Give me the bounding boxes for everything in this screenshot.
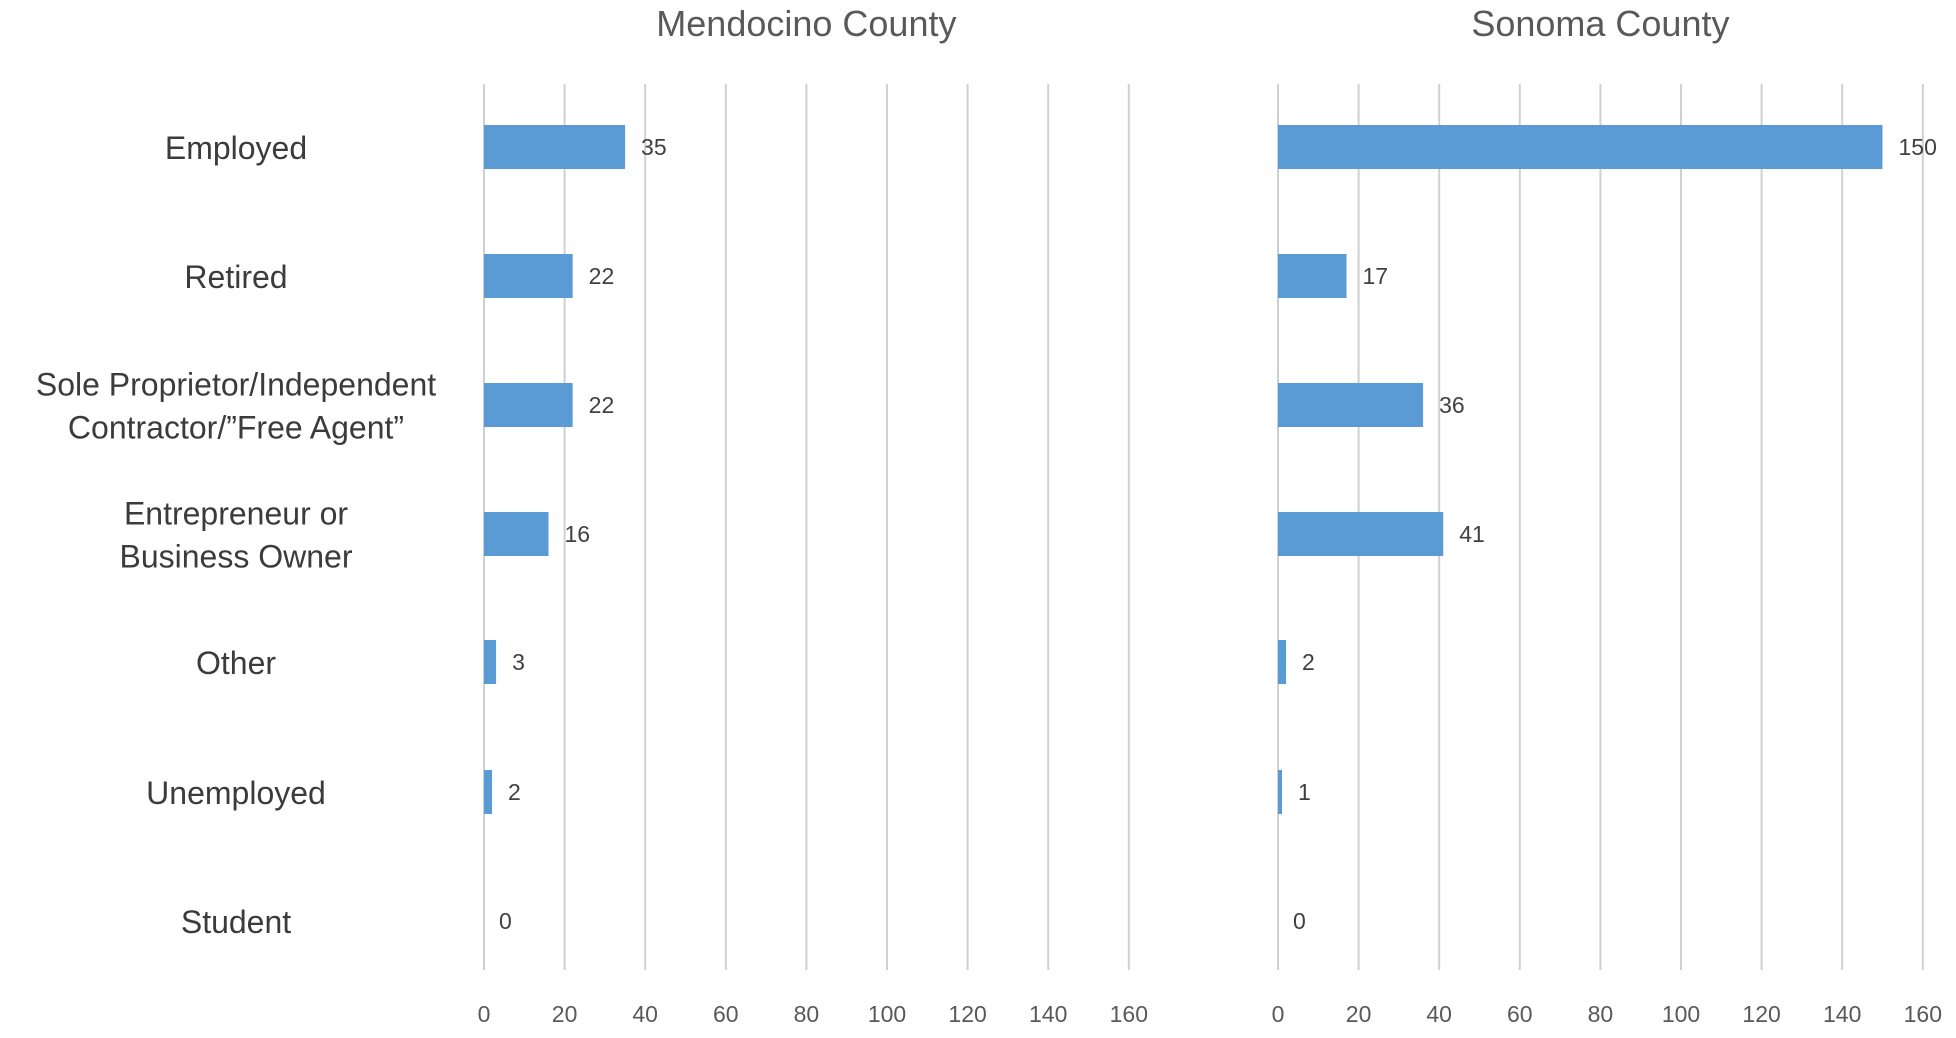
x-tick-label: 80	[794, 1001, 820, 1027]
x-tick-label: 40	[632, 1001, 658, 1027]
bar-sonoma	[1278, 383, 1424, 427]
data-label: 16	[564, 521, 590, 547]
data-label: 22	[589, 392, 615, 418]
data-label: 0	[499, 908, 512, 934]
bar-sonoma	[1278, 770, 1283, 814]
bar-sonoma	[1278, 512, 1444, 556]
data-label: 36	[1439, 392, 1465, 418]
data-label: 0	[1293, 908, 1306, 934]
x-tick-label: 160	[1110, 1001, 1148, 1027]
x-tick-label: 0	[478, 1001, 491, 1027]
category-label: Student	[181, 904, 291, 940]
bar-mendocino	[484, 383, 573, 427]
data-label: 2	[508, 779, 521, 805]
x-tick-label: 20	[552, 1001, 578, 1027]
category-label: Contractor/”Free Agent”	[68, 410, 404, 446]
x-tick-label: 100	[1662, 1001, 1700, 1027]
x-tick-label: 120	[948, 1001, 986, 1027]
x-tick-label: 40	[1426, 1001, 1452, 1027]
data-label: 22	[589, 263, 615, 289]
bar-mendocino	[484, 640, 497, 684]
category-label: Unemployed	[146, 775, 326, 811]
x-tick-label: 60	[1507, 1001, 1533, 1027]
bar-mendocino	[484, 254, 573, 298]
data-label: 1	[1298, 779, 1311, 805]
category-label: Sole Proprietor/Independent	[36, 367, 436, 403]
data-label: 35	[641, 134, 667, 160]
x-tick-label: 80	[1588, 1001, 1614, 1027]
category-label: Business Owner	[120, 539, 353, 575]
x-tick-label: 120	[1742, 1001, 1780, 1027]
category-label: Retired	[184, 259, 287, 295]
x-tick-label: 60	[713, 1001, 739, 1027]
chart-title: Sonoma County	[1471, 3, 1729, 44]
x-tick-label: 140	[1029, 1001, 1067, 1027]
data-label: 2	[1302, 649, 1315, 675]
bar-sonoma	[1278, 640, 1287, 684]
data-label: 17	[1363, 263, 1389, 289]
x-tick-label: 0	[1272, 1001, 1285, 1027]
data-label: 150	[1899, 134, 1937, 160]
category-label: Employed	[165, 130, 307, 166]
data-label: 3	[512, 649, 525, 675]
x-tick-label: 20	[1346, 1001, 1372, 1027]
x-tick-label: 100	[868, 1001, 906, 1027]
x-tick-label: 160	[1904, 1001, 1942, 1027]
bar-mendocino	[484, 512, 549, 556]
data-label: 41	[1459, 521, 1485, 547]
x-tick-label: 140	[1823, 1001, 1861, 1027]
bar-mendocino	[484, 125, 626, 169]
bar-sonoma	[1278, 125, 1883, 169]
category-label: Entrepreneur or	[124, 496, 348, 532]
chart-title: Mendocino County	[656, 3, 956, 44]
category-label: Other	[196, 645, 276, 681]
bar-mendocino	[484, 770, 493, 814]
bar-sonoma	[1278, 254, 1347, 298]
